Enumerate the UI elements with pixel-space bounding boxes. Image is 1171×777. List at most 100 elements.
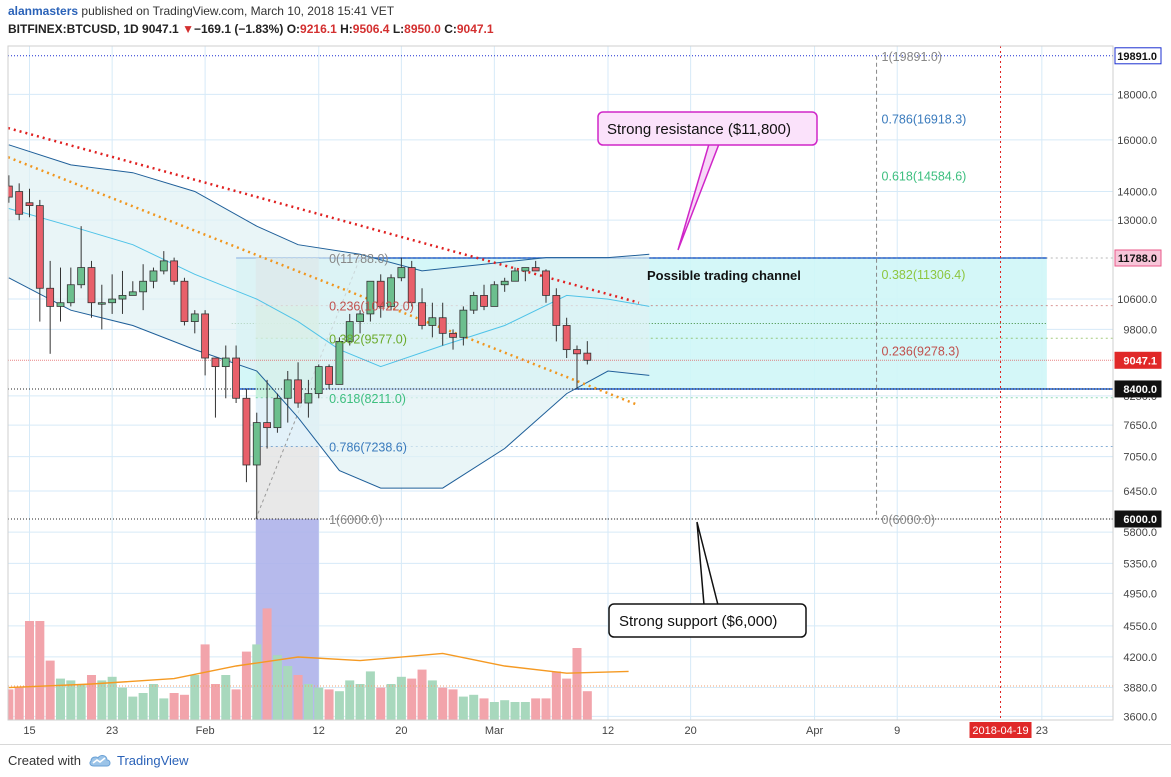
volume-bar bbox=[35, 621, 45, 720]
author-name[interactable]: alanmasters bbox=[8, 4, 79, 18]
footer: Created with TradingView bbox=[0, 744, 1171, 777]
candle-body bbox=[459, 309, 468, 338]
candle-body bbox=[356, 313, 364, 322]
publish-info: alanmasters published on TradingView.com… bbox=[8, 4, 394, 18]
volume-bar bbox=[562, 678, 572, 720]
low-label: L: bbox=[392, 22, 405, 36]
candle-body bbox=[480, 295, 488, 307]
symbol-line: BITFINEX:BTCUSD, 1D 9047.1 ▼−169.1 (−1.8… bbox=[8, 22, 494, 36]
candle-body bbox=[87, 267, 96, 304]
candle-body bbox=[170, 260, 179, 282]
price-chart[interactable]: 0(11788.0) 0.236(10422.0) 0.382(9577.0) 0.6… bbox=[0, 44, 1171, 744]
candle-body bbox=[46, 287, 55, 307]
volume-bar bbox=[190, 675, 200, 720]
x-tick-label: 23 bbox=[1036, 725, 1048, 737]
price-tag bbox=[1114, 249, 1162, 267]
candle-body bbox=[531, 267, 540, 272]
y-tick-label: 4950.0 bbox=[1123, 588, 1157, 600]
bollinger-upper-line bbox=[8, 144, 650, 272]
candle-body bbox=[190, 313, 199, 322]
candle-body bbox=[211, 357, 220, 368]
volume-bar bbox=[376, 687, 386, 720]
y-tick-label: 9800.0 bbox=[1123, 324, 1157, 336]
support-callout: Strong support ($6,000) bbox=[608, 521, 807, 638]
high-label: H: bbox=[340, 22, 353, 36]
volume-bar bbox=[520, 702, 530, 720]
x-tick-label: 12 bbox=[313, 725, 325, 737]
volume-bar bbox=[200, 644, 210, 720]
volume-bar bbox=[8, 689, 14, 720]
support-callout-box bbox=[608, 603, 807, 638]
candle-body bbox=[438, 317, 447, 334]
date-marker-label: 2018-04-19 bbox=[972, 725, 1028, 737]
volume-bar bbox=[128, 696, 138, 720]
candle-body bbox=[552, 295, 561, 326]
y-tick-label: 3880.0 bbox=[1123, 682, 1157, 694]
volume-bar bbox=[86, 675, 96, 720]
fib-ext-level-label: 0(6000.0) bbox=[882, 513, 936, 527]
candle-body bbox=[294, 379, 302, 404]
x-tick-label: Feb bbox=[196, 725, 215, 737]
volume-bar bbox=[386, 684, 396, 720]
price-tag-label: 6000.0 bbox=[1123, 514, 1157, 526]
candle-body bbox=[335, 340, 344, 385]
resistance-callout-box bbox=[597, 111, 818, 146]
y-tick-label: 7050.0 bbox=[1123, 452, 1157, 464]
volume-bar bbox=[500, 700, 510, 720]
bollinger-band-fill bbox=[8, 144, 650, 489]
price-change: −169.1 (−1.83%) bbox=[193, 22, 284, 36]
fib-level-label: 0.382(9577.0) bbox=[329, 332, 407, 346]
volume-bar bbox=[541, 698, 551, 720]
fib-ext-level-label: 1(19891.0) bbox=[882, 50, 942, 64]
fib-ext-level-label: 0.236(9278.3) bbox=[882, 345, 960, 359]
candle-body bbox=[201, 313, 210, 359]
volume-bar bbox=[138, 693, 148, 720]
volume-bar bbox=[489, 702, 499, 720]
price-tag-label: 19891.0 bbox=[1117, 51, 1157, 63]
candle-body bbox=[366, 280, 375, 315]
candle-body bbox=[469, 295, 478, 311]
candle-body bbox=[149, 270, 158, 282]
published-text: published on TradingView.com, March 10, … bbox=[81, 4, 395, 18]
red-downtrend-line bbox=[8, 126, 640, 304]
channel-label: Possible trading channel bbox=[647, 268, 801, 283]
candle-body bbox=[428, 317, 437, 326]
resistance-callout: Strong resistance ($11,800) bbox=[597, 111, 818, 251]
volume-bar bbox=[438, 687, 448, 720]
volume-bar bbox=[66, 680, 76, 720]
x-tick-label: 12 bbox=[602, 725, 614, 737]
volume-bar bbox=[324, 689, 334, 720]
plot-area: 0(11788.0) 0.236(10422.0) 0.382(9577.0) 0.6… bbox=[8, 46, 1113, 720]
volume-bar bbox=[582, 691, 592, 720]
volume-bar bbox=[262, 608, 272, 720]
tradingview-brand-link[interactable]: TradingView bbox=[117, 753, 189, 768]
x-tick-label: 9 bbox=[894, 725, 900, 737]
volume-bar bbox=[148, 684, 158, 720]
volume-bar bbox=[448, 689, 458, 720]
candle-body bbox=[325, 366, 333, 385]
volume-bar bbox=[179, 694, 189, 720]
candle-body bbox=[542, 270, 550, 296]
candle-body bbox=[376, 280, 385, 307]
volume-bar bbox=[345, 680, 355, 720]
volume-bar bbox=[25, 621, 34, 720]
date-marker-tag bbox=[969, 722, 1032, 738]
chart-header: alanmasters published on TradingView.com… bbox=[0, 0, 1171, 44]
volume-bar bbox=[283, 666, 293, 720]
symbol-label: BITFINEX:BTCUSD, 1D bbox=[8, 22, 139, 36]
volume-bar bbox=[314, 687, 324, 720]
tradingview-cloud-icon bbox=[89, 755, 111, 767]
y-tick-label: 10600.0 bbox=[1117, 294, 1157, 306]
y-tick-label: 3600.0 bbox=[1123, 711, 1157, 723]
candle-body bbox=[511, 270, 519, 282]
volume-bar bbox=[479, 698, 489, 720]
volume-bar bbox=[469, 694, 479, 720]
bollinger-lower-line bbox=[8, 277, 650, 489]
candle-body bbox=[283, 379, 292, 399]
y-tick-label: 14000.0 bbox=[1117, 187, 1157, 199]
close-label: C: bbox=[444, 22, 457, 36]
volume-bar bbox=[221, 675, 231, 720]
volume-bar bbox=[55, 678, 65, 720]
plot-frame bbox=[7, 45, 1114, 721]
candle-body bbox=[56, 302, 65, 307]
